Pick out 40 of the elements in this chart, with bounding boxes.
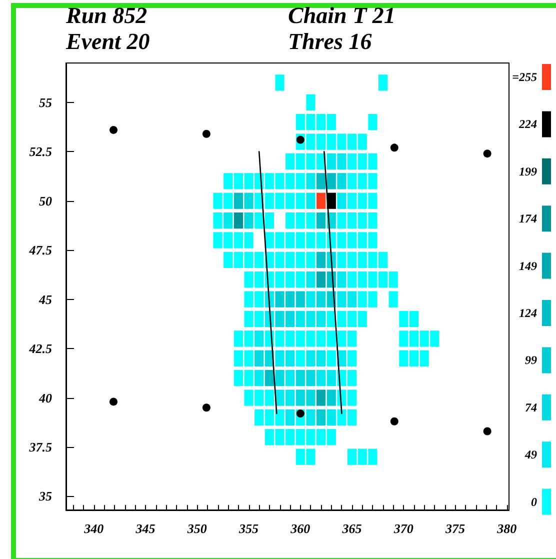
point (110, 398, 118, 406)
x-tick-label: 345 (134, 521, 156, 536)
legend-label: 174 (519, 212, 537, 226)
point (483, 427, 492, 436)
legend-label: 99 (525, 353, 537, 368)
text: Event 20 (65, 29, 150, 54)
point (110, 126, 118, 134)
point (390, 417, 398, 426)
point (202, 130, 210, 138)
x-tick-label: 365 (341, 521, 362, 536)
x-tick-label: 375 (444, 521, 466, 536)
x-tick-label: 380 (496, 521, 518, 536)
legend-label: 49 (524, 448, 537, 462)
y-tick-label: 40 (38, 390, 52, 406)
legend-label: 74 (525, 400, 537, 414)
y-tick-label: 42.5 (28, 341, 52, 356)
x-tick-label: 340 (83, 521, 104, 536)
point (202, 404, 210, 412)
x-tick-label: 355 (238, 521, 260, 536)
legend-label: 149 (519, 258, 537, 273)
legend-label: 124 (519, 306, 537, 320)
y-tick-label: 47.5 (28, 242, 52, 258)
point (483, 150, 492, 158)
point (390, 144, 398, 152)
x-tick-label: 350 (186, 521, 208, 536)
text: Thres 16 (288, 29, 372, 54)
y-tick-label: 37.5 (28, 439, 52, 454)
text: Chain T 21 (288, 3, 396, 28)
legend-label: 199 (519, 164, 537, 178)
y-tick-label: 35 (38, 488, 52, 504)
text: Run 852 (65, 3, 148, 28)
y-tick-label: 50 (39, 193, 52, 208)
y-tick-label: 45 (38, 292, 52, 307)
x-tick-label: 360 (290, 521, 311, 536)
legend-label: 0 (531, 494, 537, 509)
y-tick-label: 55 (39, 94, 52, 110)
y-tick-label: 52.5 (29, 144, 52, 160)
legend-label: =255 (512, 70, 537, 84)
legend-label: 224 (518, 117, 537, 132)
x-tick-label: 370 (392, 521, 414, 536)
